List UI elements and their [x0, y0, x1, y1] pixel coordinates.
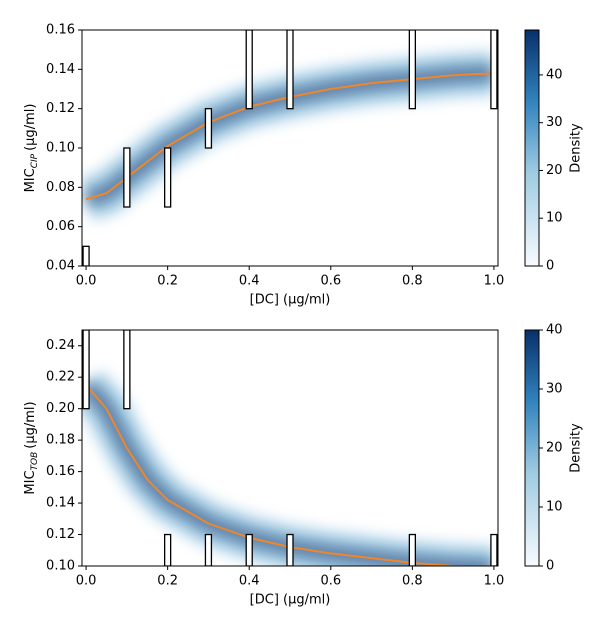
y-tick-label: 0.16 [46, 464, 75, 479]
y-tick-label: 0.14 [46, 496, 75, 511]
y-label-main: MIC [23, 168, 38, 192]
interval [82, 245, 90, 266]
x-axis-label: [DC] (μg/ml) [250, 593, 331, 608]
y-tick-label: 0.12 [46, 527, 75, 542]
y-tick-label: 0.04 [46, 259, 75, 274]
x-tick-label: 0.6 [320, 574, 341, 589]
axes-frame [81, 329, 499, 567]
y-label-sub: CIP [30, 153, 40, 168]
y-tick-label: 0.10 [46, 141, 75, 156]
y-tick-label: 0.18 [46, 433, 75, 448]
y-tick-label: 0.08 [46, 180, 75, 195]
colorbar-tick-label: 40 [546, 67, 563, 82]
y-axis-label: MICTOB (μg/ml) [23, 401, 40, 494]
interval [245, 30, 253, 110]
colorbar-tick-label: 30 [546, 382, 563, 397]
colorbar-label: Density [569, 123, 584, 173]
interval [408, 533, 417, 566]
x-tick-label: 0.4 [239, 274, 260, 289]
panel: 0.0 0.2 0.4 0.6 0.8 1.0 0.10 0.12 0.14 0.16 0.18 0.… [23, 323, 584, 608]
x-tick-label: 0.6 [320, 274, 341, 289]
x-tick-label: 0.0 [76, 274, 97, 289]
interval [123, 147, 131, 208]
y-tick-label: 0.10 [46, 559, 75, 574]
colorbar-tick-label: 40 [546, 323, 563, 338]
y-label-sub: TOB [30, 452, 40, 471]
colorbar-tick-label: 0 [546, 559, 554, 574]
y-tick-label: 0.22 [46, 370, 75, 385]
colorbar-tick-label: 20 [546, 441, 563, 456]
interval [163, 147, 172, 208]
x-axis-label: [DC] (μg/ml) [250, 293, 331, 308]
y-axis-label: MICCIP (μg/ml) [23, 104, 40, 193]
x-tick-label: 1.0 [484, 574, 505, 589]
y-tick-label: 0.16 [46, 23, 75, 38]
x-tick-label: 0.4 [239, 574, 260, 589]
interval [82, 330, 90, 410]
y-tick-label: 0.12 [46, 101, 75, 116]
panel: 0.0 0.2 0.4 0.6 0.8 1.0 0.04 0.06 0.08 0.10 0.12 0.… [23, 23, 584, 308]
interval [408, 30, 417, 110]
y-label-main: MIC [23, 470, 38, 494]
interval [123, 330, 131, 410]
interval [204, 108, 213, 149]
colorbar-tick-label: 10 [546, 500, 563, 515]
x-tick-label: 0.8 [402, 274, 423, 289]
interval [286, 30, 294, 110]
x-tick-label: 0.2 [157, 274, 178, 289]
y-tick-label: 0.06 [46, 219, 75, 234]
y-label-unit: (μg/ml) [23, 104, 38, 151]
interval [163, 533, 172, 566]
plot-area [82, 330, 498, 566]
colorbar-tick-label: 30 [546, 115, 563, 130]
x-tick-label: 0.2 [157, 574, 178, 589]
interval [204, 533, 213, 566]
y-label-unit: (μg/ml) [23, 401, 38, 448]
colorbar-tick-label: 20 [546, 163, 563, 178]
x-tick-label: 1.0 [484, 274, 505, 289]
y-tick-label: 0.20 [46, 401, 75, 416]
plot-area [82, 30, 498, 266]
interval [245, 533, 253, 566]
x-tick-label: 0.0 [76, 574, 97, 589]
colorbar [524, 29, 540, 267]
x-tick-label: 0.8 [402, 574, 423, 589]
interval [286, 533, 294, 566]
colorbar-tick-label: 0 [546, 259, 554, 274]
colorbar-label: Density [569, 423, 584, 473]
interval [490, 30, 498, 110]
colorbar-tick-label: 10 [546, 211, 563, 226]
interval [490, 533, 498, 566]
colorbar [524, 329, 540, 567]
y-tick-label: 0.24 [46, 338, 75, 353]
y-tick-label: 0.14 [46, 62, 75, 77]
